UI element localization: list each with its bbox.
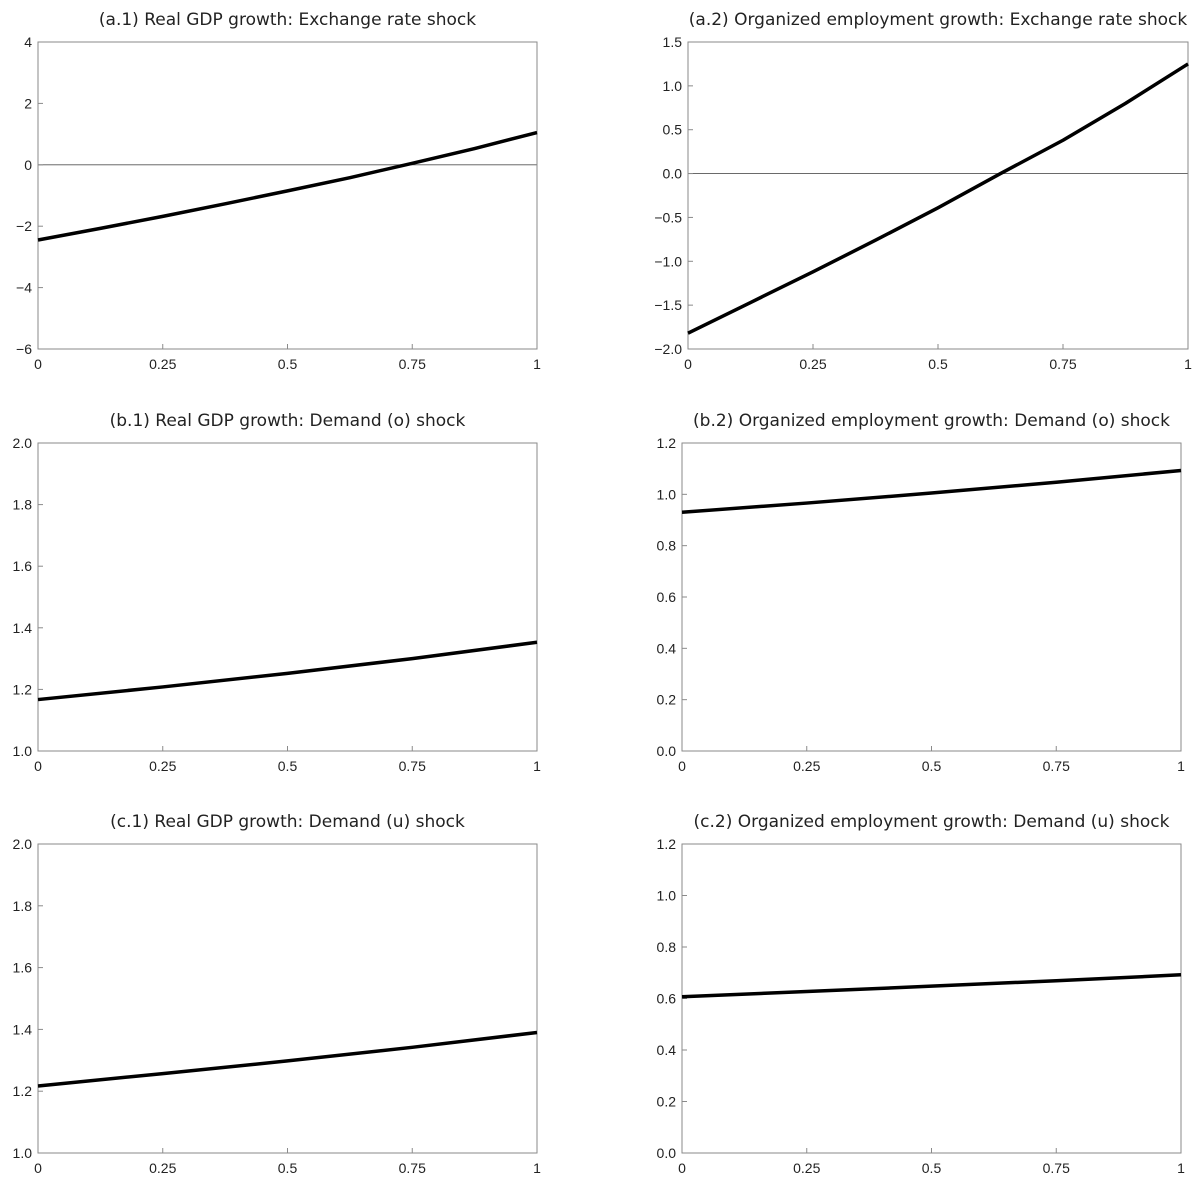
x-tick-label: 0 bbox=[34, 356, 42, 372]
x-tick-label: 1 bbox=[533, 356, 541, 372]
x-tick-label: 0.25 bbox=[149, 758, 176, 774]
y-tick-label: −1.0 bbox=[654, 253, 682, 269]
chart-panel-b1: (b.1) Real GDP growth: Demand (o) shock 1… bbox=[13, 411, 542, 774]
y-tick-label: 0.4 bbox=[657, 1042, 677, 1058]
chart-panel-a1: (a.1) Real GDP growth: Exchange rate sho… bbox=[16, 10, 541, 372]
x-tick-label: 0.25 bbox=[793, 1160, 820, 1176]
chart-panel-c2: (c.2) Organized employment growth: Deman… bbox=[657, 812, 1186, 1176]
x-tick-label: 0.5 bbox=[922, 758, 942, 774]
y-tick-label: 1.0 bbox=[657, 888, 677, 904]
x-tick-label: 1 bbox=[1177, 1160, 1185, 1176]
plot-frame bbox=[37, 41, 538, 350]
y-tick-label: 0.8 bbox=[657, 538, 677, 554]
x-tick-label: 1 bbox=[1184, 356, 1192, 372]
x-tick-label: 0.25 bbox=[799, 356, 826, 372]
chart-title: (a.1) Real GDP growth: Exchange rate sho… bbox=[99, 10, 476, 30]
x-tick-label: 1 bbox=[1177, 758, 1185, 774]
y-tick-label: 1.4 bbox=[13, 1021, 33, 1037]
y-tick-label: 1.0 bbox=[13, 1145, 33, 1161]
chart-title: (b.1) Real GDP growth: Demand (o) shock bbox=[110, 411, 466, 431]
plot-frame bbox=[681, 843, 1182, 1154]
x-tick-label: 0 bbox=[678, 1160, 686, 1176]
y-tick-label: 0.4 bbox=[657, 640, 677, 656]
x-tick-label: 1 bbox=[533, 1160, 541, 1176]
series-line bbox=[687, 62, 1189, 335]
chart-title: (c.1) Real GDP growth: Demand (u) shock bbox=[110, 812, 465, 832]
y-tick-label: 0.0 bbox=[657, 743, 677, 759]
x-tick-label: 0.75 bbox=[399, 356, 426, 372]
y-tick-label: 1.0 bbox=[663, 78, 683, 94]
y-tick-label: −4 bbox=[16, 280, 32, 296]
x-tick-label: 0.25 bbox=[793, 758, 820, 774]
y-tick-label: 0.2 bbox=[657, 692, 677, 708]
series-line bbox=[37, 640, 538, 702]
chart-panel-c1: (c.1) Real GDP growth: Demand (u) shock 1… bbox=[13, 812, 542, 1176]
x-tick-label: 0.75 bbox=[399, 1160, 426, 1176]
x-tick-label: 0 bbox=[678, 758, 686, 774]
x-tick-label: 0.5 bbox=[922, 1160, 942, 1176]
x-tick-label: 1 bbox=[533, 758, 541, 774]
plot-frame bbox=[37, 442, 538, 752]
x-tick-label: 0.75 bbox=[1049, 356, 1076, 372]
y-tick-label: 1.6 bbox=[13, 960, 33, 976]
y-tick-label: 1.2 bbox=[13, 681, 33, 697]
y-tick-label: 2.0 bbox=[13, 836, 33, 852]
y-tick-label: 0 bbox=[24, 157, 32, 173]
x-tick-label: 0.5 bbox=[278, 1160, 298, 1176]
y-tick-label: 1.6 bbox=[13, 558, 33, 574]
y-tick-label: 0.5 bbox=[663, 122, 683, 138]
y-tick-label: 1.5 bbox=[663, 34, 683, 50]
y-tick-label: −6 bbox=[16, 341, 32, 357]
chart-panel-a2: (a.2) Organized employment growth: Excha… bbox=[654, 10, 1192, 372]
y-tick-label: 1.4 bbox=[13, 620, 33, 636]
y-tick-label: 2.0 bbox=[13, 435, 33, 451]
chart-title: (a.2) Organized employment growth: Excha… bbox=[689, 10, 1188, 30]
chart-title: (b.2) Organized employment growth: Deman… bbox=[693, 411, 1170, 431]
y-tick-label: 0.6 bbox=[657, 589, 677, 605]
y-tick-label: 1.2 bbox=[657, 435, 677, 451]
y-tick-label: 1.2 bbox=[13, 1083, 33, 1099]
y-tick-label: 1.2 bbox=[657, 836, 677, 852]
y-tick-label: −2 bbox=[16, 218, 32, 234]
y-tick-label: 1.8 bbox=[13, 497, 33, 513]
series-line bbox=[37, 130, 538, 242]
chart-title: (c.2) Organized employment growth: Deman… bbox=[694, 812, 1170, 832]
y-tick-label: 1.0 bbox=[13, 743, 33, 759]
x-tick-label: 0.75 bbox=[1043, 758, 1070, 774]
y-tick-label: 1.8 bbox=[13, 898, 33, 914]
y-tick-label: 0.6 bbox=[657, 991, 677, 1007]
y-tick-label: 0.0 bbox=[663, 166, 683, 182]
y-tick-label: 0.0 bbox=[657, 1145, 677, 1161]
series-line bbox=[681, 973, 1182, 999]
series-line bbox=[37, 1030, 538, 1088]
chart-panel-b2: (b.2) Organized employment growth: Deman… bbox=[657, 411, 1186, 774]
x-tick-label: 0.5 bbox=[278, 356, 298, 372]
y-tick-label: −0.5 bbox=[654, 209, 682, 225]
y-tick-label: 0.8 bbox=[657, 939, 677, 955]
x-tick-label: 0.5 bbox=[278, 758, 298, 774]
y-tick-label: 0.2 bbox=[657, 1094, 677, 1110]
x-tick-label: 0.25 bbox=[149, 356, 176, 372]
y-tick-label: 2 bbox=[24, 95, 32, 111]
x-tick-label: 0 bbox=[34, 1160, 42, 1176]
y-tick-label: −2.0 bbox=[654, 341, 682, 357]
plot-frame bbox=[687, 41, 1189, 350]
x-tick-label: 0.5 bbox=[928, 356, 948, 372]
y-tick-label: −1.5 bbox=[654, 297, 682, 313]
x-tick-label: 0 bbox=[34, 758, 42, 774]
y-tick-label: 1.0 bbox=[657, 486, 677, 502]
plot-frame bbox=[37, 843, 538, 1154]
plot-frame bbox=[681, 442, 1182, 752]
x-tick-label: 0.75 bbox=[1043, 1160, 1070, 1176]
x-tick-label: 0.25 bbox=[149, 1160, 176, 1176]
y-tick-label: 4 bbox=[24, 34, 32, 50]
x-tick-label: 0.75 bbox=[399, 758, 426, 774]
x-tick-label: 0 bbox=[684, 356, 692, 372]
series-line bbox=[681, 468, 1182, 515]
